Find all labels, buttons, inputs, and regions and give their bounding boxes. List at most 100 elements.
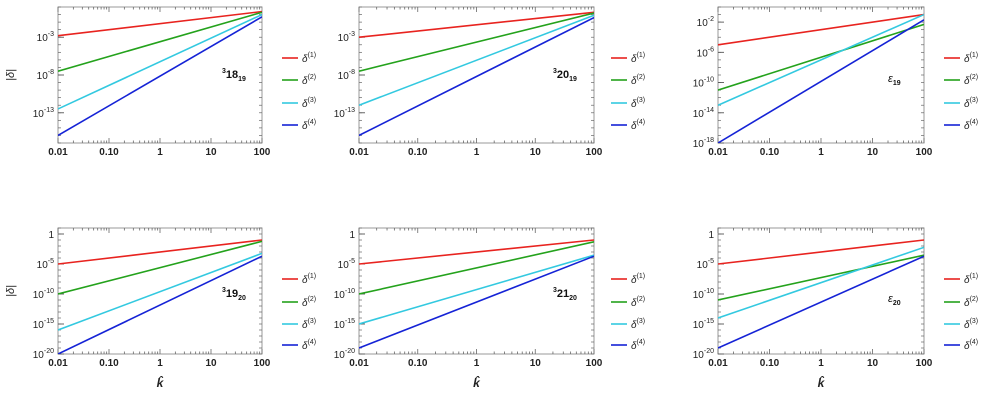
legend-label: δ(2)	[631, 296, 645, 309]
y-tick-label: 10-15	[693, 318, 714, 331]
x-tick-label: 100	[586, 358, 603, 369]
chart-panel-2: 0.01 0.10 1 10 100 10-3 10-8 10-13 32019 δ(1) δ(2)…	[334, 6, 645, 158]
series-line-delta-2	[718, 23, 924, 91]
legend-label: δ(3)	[302, 318, 316, 331]
x-tick-label: 0.10	[760, 147, 780, 158]
panel-annotation: ε20	[888, 293, 901, 307]
series-line-delta-2	[359, 12, 594, 72]
y-tick-label: 10-8	[338, 69, 355, 82]
x-axis-label: k̂	[818, 375, 826, 390]
legend-label: δ(2)	[964, 296, 978, 309]
legend-label: δ(1)	[631, 52, 645, 65]
legend-label: δ(4)	[631, 339, 645, 352]
x-tick-label: 0.01	[48, 358, 68, 369]
x-tick-label: 100	[586, 147, 603, 158]
x-tick-label: 1	[474, 147, 480, 158]
series-line-delta-1	[58, 10, 262, 37]
y-tick-label: 1	[708, 230, 714, 241]
x-axis-label: k̂	[157, 375, 165, 390]
legend-label: δ(4)	[302, 119, 316, 132]
series-line-delta-1	[718, 239, 924, 265]
series-line-delta-1	[359, 11, 594, 39]
series-line-delta-4	[58, 255, 262, 354]
x-tick-label: 0.01	[48, 147, 68, 158]
legend-label: δ(1)	[964, 273, 978, 286]
y-tick-label: 10-10	[693, 288, 714, 301]
legend-label: δ(2)	[302, 74, 316, 87]
y-tick-label: 1	[48, 230, 54, 241]
y-tick-label: 10-5	[338, 258, 355, 271]
x-tick-label: 1	[474, 358, 480, 369]
y-axis-label: |δ|	[5, 69, 17, 81]
x-axis-label: k̂	[473, 375, 481, 390]
legend-label: δ(2)	[631, 74, 645, 87]
y-tick-label: 1	[349, 230, 355, 241]
series-line-delta-4	[58, 16, 262, 137]
x-tick-label: 100	[254, 358, 271, 369]
panel-annotation: 32019	[553, 68, 577, 83]
series-line-delta-1	[359, 239, 594, 265]
series-line-delta-2	[718, 254, 924, 301]
legend-label: δ(1)	[964, 52, 978, 65]
legend-label: δ(1)	[631, 273, 645, 286]
legend-label: δ(3)	[302, 97, 316, 110]
legend-label: δ(2)	[302, 296, 316, 309]
panel-annotation: ε19	[888, 73, 901, 87]
series-line-delta-2	[58, 240, 262, 295]
y-tick-label: 10-20	[693, 348, 714, 361]
y-tick-label: 10-10	[334, 288, 355, 301]
x-tick-label: 0.01	[349, 358, 369, 369]
series-line-delta-2	[359, 241, 594, 295]
y-tick-label: 10-15	[334, 318, 355, 331]
legend-label: δ(4)	[631, 119, 645, 132]
y-tick-label: 10-3	[338, 31, 355, 44]
x-tick-label: 0.01	[708, 147, 728, 158]
x-tick-label: 0.10	[760, 358, 780, 369]
series-line-delta-4	[718, 255, 924, 349]
series-line-delta-3	[359, 254, 594, 325]
y-tick-label: 10-13	[334, 107, 355, 120]
legend-label: δ(3)	[631, 318, 645, 331]
y-tick-label: 10-8	[37, 69, 54, 82]
x-tick-label: 1	[818, 358, 824, 369]
x-tick-label: 0.10	[408, 147, 428, 158]
y-axis-label: |δ|	[5, 285, 17, 297]
series-line-delta-3	[359, 14, 594, 106]
series-line-delta-3	[58, 13, 262, 110]
x-tick-label: 10	[867, 147, 879, 158]
legend-label: δ(4)	[964, 119, 978, 132]
series-line-delta-3	[58, 252, 262, 331]
series-line-delta-4	[359, 255, 594, 349]
y-tick-label: 10-2	[697, 16, 714, 29]
x-tick-label: 100	[916, 358, 933, 369]
x-tick-label: 10	[205, 358, 217, 369]
y-tick-label: 10-5	[37, 258, 54, 271]
legend-label: δ(3)	[964, 97, 978, 110]
x-tick-label: 1	[818, 147, 824, 158]
legend-label: δ(4)	[964, 339, 978, 352]
x-tick-label: 10	[867, 358, 879, 369]
legend-label: δ(4)	[302, 339, 316, 352]
y-tick-label: 10-15	[33, 318, 54, 331]
x-tick-label: 100	[916, 147, 933, 158]
legend-label: δ(2)	[964, 74, 978, 87]
x-tick-label: 100	[254, 147, 271, 158]
x-tick-label: 1	[157, 358, 163, 369]
y-tick-label: 10-5	[697, 258, 714, 271]
series-line-delta-3	[718, 246, 924, 319]
series-line-delta-4	[359, 16, 594, 137]
x-tick-label: 0.10	[99, 147, 119, 158]
y-tick-label: 10-14	[693, 107, 714, 120]
legend-label: δ(1)	[302, 52, 316, 65]
chart-panel-6: 0.01 0.10 1 10 100 1 10-5 10-10 10-15 10-20 k̂ ε20 δ…	[693, 227, 978, 390]
x-tick-label: 10	[530, 358, 542, 369]
x-tick-label: 10	[205, 147, 217, 158]
x-tick-label: 1	[157, 147, 163, 158]
y-tick-label: 10-13	[33, 107, 54, 120]
x-tick-label: 0.01	[349, 147, 369, 158]
series-line-delta-1	[718, 13, 924, 46]
panel-annotation: 31819	[222, 68, 246, 83]
x-tick-label: 0.01	[708, 358, 728, 369]
series-line-delta-4	[718, 19, 924, 143]
